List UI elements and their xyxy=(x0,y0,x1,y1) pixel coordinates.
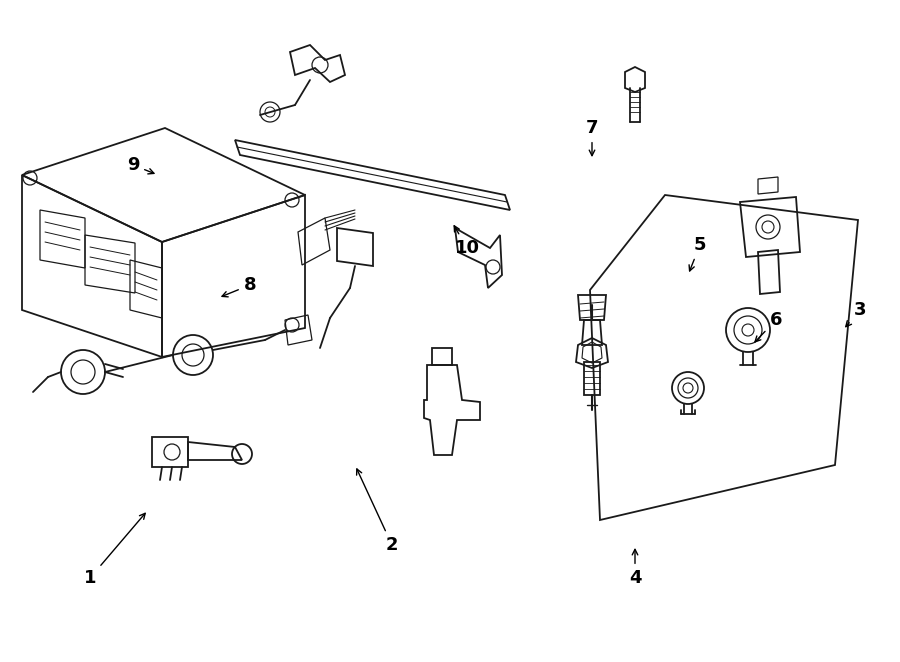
Text: 9: 9 xyxy=(127,156,154,174)
Text: 2: 2 xyxy=(356,469,398,554)
Text: 8: 8 xyxy=(222,276,256,297)
Text: 1: 1 xyxy=(84,513,145,587)
Text: 4: 4 xyxy=(629,549,641,587)
Text: 6: 6 xyxy=(755,311,782,342)
Text: 10: 10 xyxy=(454,226,480,257)
Text: 5: 5 xyxy=(689,236,706,271)
Text: 7: 7 xyxy=(586,119,598,156)
Text: 3: 3 xyxy=(846,301,866,327)
